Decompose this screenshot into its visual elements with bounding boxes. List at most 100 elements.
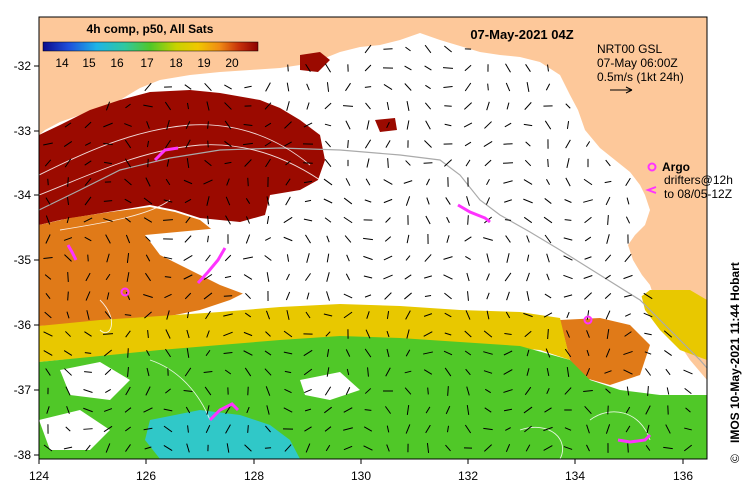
y-tick-label: -34 xyxy=(14,188,32,202)
current-vector xyxy=(364,64,372,72)
current-vector xyxy=(304,199,312,203)
current-vector xyxy=(363,237,373,241)
current-vector xyxy=(285,178,291,186)
current-vector xyxy=(103,200,113,202)
current-vector xyxy=(264,255,272,261)
current-vector xyxy=(224,161,232,165)
current-vector xyxy=(486,310,490,320)
current-vector xyxy=(304,388,312,394)
current-vector xyxy=(247,425,249,433)
current-vector xyxy=(183,389,193,393)
current-vector xyxy=(326,272,330,282)
current-vector xyxy=(505,427,511,431)
current-vector xyxy=(547,158,549,168)
current-vector xyxy=(403,180,413,184)
current-vector xyxy=(224,254,232,262)
current-vector xyxy=(442,67,454,69)
current-vector xyxy=(386,425,390,433)
current-vector xyxy=(406,101,410,111)
current-vector xyxy=(624,331,632,337)
cloud-mask-south-1 xyxy=(60,362,130,400)
current-vector xyxy=(283,216,293,224)
current-vector xyxy=(224,275,232,279)
y-tick-label: -32 xyxy=(14,59,32,73)
current-vector xyxy=(326,253,330,263)
colorbar-tick: 20 xyxy=(225,56,239,70)
current-vector xyxy=(163,219,173,221)
current-vector xyxy=(103,349,113,357)
current-vector xyxy=(466,272,470,282)
current-vector xyxy=(85,444,91,452)
current-vector xyxy=(525,64,531,72)
current-vector xyxy=(346,254,350,262)
current-vector xyxy=(605,310,611,320)
current-vector xyxy=(364,139,372,149)
current-vector xyxy=(646,424,650,434)
current-vector xyxy=(383,255,393,261)
current-vector xyxy=(64,158,72,168)
colorbar-tick: 14 xyxy=(55,56,69,70)
y-tick-label: -36 xyxy=(14,318,32,332)
y-tick: -35 xyxy=(14,253,39,267)
current-vector xyxy=(543,312,553,318)
current-vector xyxy=(245,234,251,244)
current-vector xyxy=(465,159,471,167)
current-vector xyxy=(306,253,310,263)
current-vector xyxy=(125,234,131,244)
current-vector xyxy=(604,180,612,184)
argo-track-6 xyxy=(617,433,652,444)
current-vector xyxy=(526,272,530,282)
current-vector xyxy=(303,349,313,357)
current-vector xyxy=(64,122,72,128)
argo-drifters-line2: to 08/05-12Z xyxy=(664,187,732,201)
current-vector xyxy=(565,177,571,187)
current-vector xyxy=(66,196,70,206)
current-vector xyxy=(103,425,113,433)
current-vector xyxy=(405,424,411,434)
current-vector xyxy=(364,44,372,54)
current-vector xyxy=(226,178,230,186)
current-vector xyxy=(605,424,611,434)
current-vector xyxy=(243,142,253,146)
current-vector xyxy=(184,235,192,243)
argo-track-1 xyxy=(153,146,179,162)
current-vector xyxy=(43,257,53,259)
current-vector xyxy=(225,424,231,434)
current-vector xyxy=(645,445,651,451)
current-vector xyxy=(544,407,552,413)
current-vector xyxy=(546,253,550,263)
current-vector xyxy=(163,444,173,452)
colorbar: 4h comp, p50, All Sats 14 15 16 17 18 19… xyxy=(42,22,259,70)
current-vector xyxy=(326,367,330,377)
current-vector xyxy=(404,292,412,300)
current-vector xyxy=(626,386,630,396)
y-tick-label: -35 xyxy=(14,253,32,267)
current-vector xyxy=(563,237,573,241)
current-vector xyxy=(285,160,291,166)
current-vector xyxy=(266,405,270,415)
current-vector xyxy=(345,82,351,92)
current-vector xyxy=(143,407,153,413)
current-vector xyxy=(504,122,512,128)
current-vector xyxy=(625,406,631,414)
current-vector xyxy=(323,178,333,186)
current-vector xyxy=(125,330,131,338)
imos-credit: IMOS 10-May-2021 11:44 Hobart xyxy=(728,262,742,443)
current-vector xyxy=(505,235,511,243)
current-vector xyxy=(207,235,209,243)
current-vector xyxy=(266,215,270,225)
current-vector xyxy=(486,273,490,281)
current-vector xyxy=(143,104,153,108)
current-vector xyxy=(584,256,592,260)
current-vector xyxy=(84,121,92,129)
current-vector xyxy=(464,424,472,434)
current-vector xyxy=(505,443,511,453)
current-vector xyxy=(185,406,191,414)
current-vector xyxy=(166,310,170,320)
current-vector xyxy=(323,313,333,317)
current-vector xyxy=(564,387,572,395)
current-vector xyxy=(484,121,492,129)
current-vector xyxy=(584,292,592,300)
current-vector xyxy=(303,218,313,222)
current-vector xyxy=(103,161,113,165)
